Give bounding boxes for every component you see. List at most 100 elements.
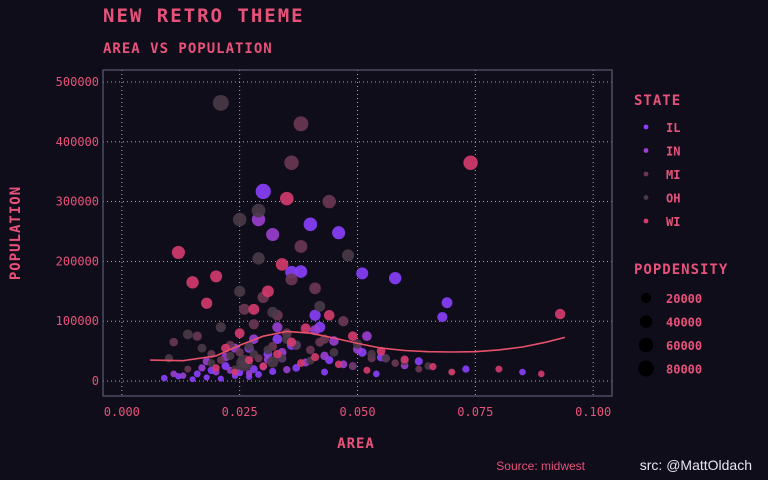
data-point-il xyxy=(193,370,201,378)
x-tick-label: 0.075 xyxy=(457,405,493,419)
legend-size-label: 40000 xyxy=(666,316,702,330)
chart-subtitle: AREA VS POPULATION xyxy=(103,41,273,57)
data-point-wi xyxy=(275,258,289,271)
data-points xyxy=(160,94,566,383)
legend-size-label: 60000 xyxy=(666,339,702,353)
data-point-oh xyxy=(232,212,247,227)
data-point-oh xyxy=(234,285,246,297)
data-point-wi xyxy=(259,362,268,370)
data-point-wi xyxy=(273,349,282,359)
data-point-oh xyxy=(207,359,216,368)
legend-popdensity-title: POPDENSITY xyxy=(634,262,728,278)
x-tick-label: 0.000 xyxy=(104,405,140,419)
data-point-oh xyxy=(215,322,226,333)
data-point-in xyxy=(272,322,283,333)
x-axis-title: AREA xyxy=(337,436,375,452)
data-point-oh xyxy=(225,351,235,361)
y-tick-label: 100000 xyxy=(56,314,99,328)
y-tick-label: 300000 xyxy=(56,195,99,209)
data-point-oh xyxy=(267,306,279,318)
legend-key-wi xyxy=(643,218,649,224)
legend-size-key xyxy=(640,292,652,304)
data-point-wi xyxy=(310,352,320,362)
data-point-il xyxy=(356,267,369,280)
data-point-wi xyxy=(363,366,371,374)
data-point-mi xyxy=(309,282,321,295)
data-point-wi xyxy=(400,355,409,364)
legend-size-label: 80000 xyxy=(666,363,702,377)
data-point-il xyxy=(373,370,380,378)
data-point-mi xyxy=(322,194,336,209)
data-point-mi xyxy=(415,365,423,373)
y-tick-label: 0 xyxy=(92,374,99,388)
data-point-il xyxy=(309,309,321,321)
data-point-wi xyxy=(280,191,294,206)
data-point-oh xyxy=(342,249,355,262)
data-point-oh xyxy=(329,347,339,357)
y-axis-ticks: 0 100000 200000 300000 400000 500000 xyxy=(56,75,99,388)
data-point-mi xyxy=(285,273,298,286)
chart-title: NEW RETRO THEME xyxy=(103,5,305,27)
data-point-oh xyxy=(251,203,266,218)
data-point-wi xyxy=(323,309,335,321)
x-tick-label: 0.025 xyxy=(222,405,258,419)
data-point-il xyxy=(255,371,262,378)
data-point-wi xyxy=(186,276,199,289)
data-point-mi xyxy=(248,319,259,330)
data-point-oh xyxy=(381,354,390,363)
legend-state: IL IN MI OH WI xyxy=(643,121,680,229)
data-point-mi xyxy=(338,316,349,327)
data-point-mi xyxy=(293,116,309,132)
x-axis-ticks: 0.000 0.025 0.050 0.075 0.100 xyxy=(104,405,611,419)
data-point-mi xyxy=(192,331,202,341)
data-point-il xyxy=(160,374,168,382)
data-point-wi xyxy=(248,303,260,315)
data-point-oh xyxy=(263,345,273,355)
data-point-mi xyxy=(184,365,192,373)
legend-label-mi: MI xyxy=(666,168,680,182)
data-point-il xyxy=(217,375,224,382)
legend-size-key xyxy=(638,337,654,353)
legend-size-key xyxy=(639,315,653,328)
data-point-wi xyxy=(212,364,220,372)
data-point-il xyxy=(462,365,470,373)
y-tick-label: 400000 xyxy=(56,135,99,149)
smooth-line xyxy=(150,330,566,362)
legend-size-key xyxy=(638,360,654,377)
data-point-in xyxy=(283,366,291,374)
data-point-oh xyxy=(314,300,326,312)
legend-key-oh xyxy=(643,195,649,200)
data-point-il xyxy=(294,265,308,278)
data-point-il xyxy=(321,368,329,376)
data-point-wi xyxy=(554,308,566,320)
legend-popdensity: 20000 40000 60000 80000 xyxy=(638,292,702,377)
smooth-trend xyxy=(150,330,566,362)
data-point-il xyxy=(203,374,210,381)
data-point-il xyxy=(441,297,453,309)
data-point-oh xyxy=(252,252,265,265)
data-point-mi xyxy=(238,303,250,315)
data-point-wi xyxy=(334,360,343,369)
data-point-wi xyxy=(286,337,297,347)
data-point-il xyxy=(269,367,277,376)
x-tick-label: 0.100 xyxy=(575,405,611,419)
legend-key-mi xyxy=(643,171,649,177)
legend-label-il: IL xyxy=(666,121,680,135)
data-point-il xyxy=(255,183,271,200)
data-point-in xyxy=(310,325,321,336)
plot-panel-border xyxy=(102,69,613,397)
data-point-il xyxy=(303,217,318,232)
data-point-il xyxy=(437,311,448,323)
data-point-wi xyxy=(429,363,437,371)
data-point-il xyxy=(272,334,283,345)
data-point-oh xyxy=(266,356,279,368)
data-point-wi xyxy=(210,270,223,283)
data-point-wi xyxy=(463,155,478,170)
data-point-oh xyxy=(197,343,207,353)
data-point-wi xyxy=(262,285,274,298)
data-point-il xyxy=(389,271,402,285)
data-point-il xyxy=(249,365,258,373)
data-point-mi xyxy=(235,348,244,357)
chart-caption: Source: midwest xyxy=(496,459,585,473)
